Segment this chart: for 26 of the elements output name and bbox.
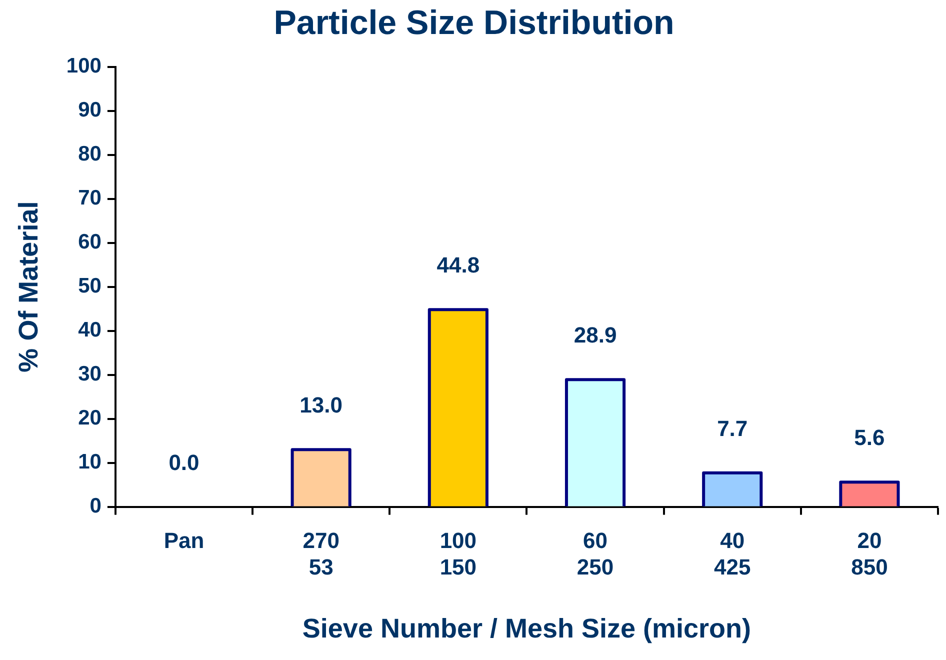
y-tick-label: 20: [78, 406, 102, 430]
y-tick-label: 10: [78, 450, 102, 474]
y-axis-title: % Of Material: [14, 201, 44, 372]
y-tick-label: 100: [66, 54, 102, 78]
data-label: 5.6: [854, 425, 885, 450]
x-tick-label: 270 53: [302, 528, 340, 580]
data-label: 7.7: [717, 416, 748, 441]
y-tick-label: 50: [78, 274, 102, 298]
x-tick-label: 100 150: [440, 528, 477, 580]
y-tick-label: 70: [78, 186, 102, 210]
y-tick-label: 30: [78, 362, 102, 386]
y-tick-label: 90: [78, 98, 102, 122]
x-tick-label: Pan: [164, 528, 204, 554]
x-axis-title: Sieve Number / Mesh Size (micron): [302, 613, 752, 644]
data-label: 28.9: [574, 322, 617, 348]
data-label: 0.0: [168, 450, 200, 475]
x-tick-label: 60 250: [576, 528, 614, 580]
data-label: 44.8: [436, 252, 480, 278]
x-tick-label: 40 425: [714, 528, 751, 580]
y-tick-label: 40: [78, 318, 102, 342]
data-label: 13.0: [300, 392, 342, 418]
y-tick-label: 80: [78, 142, 102, 166]
y-tick-label: 60: [78, 230, 102, 254]
y-tick-label: 0: [90, 494, 102, 518]
x-tick-label: 20 850: [851, 528, 888, 580]
chart-title: Particle Size Distribution: [274, 4, 674, 42]
